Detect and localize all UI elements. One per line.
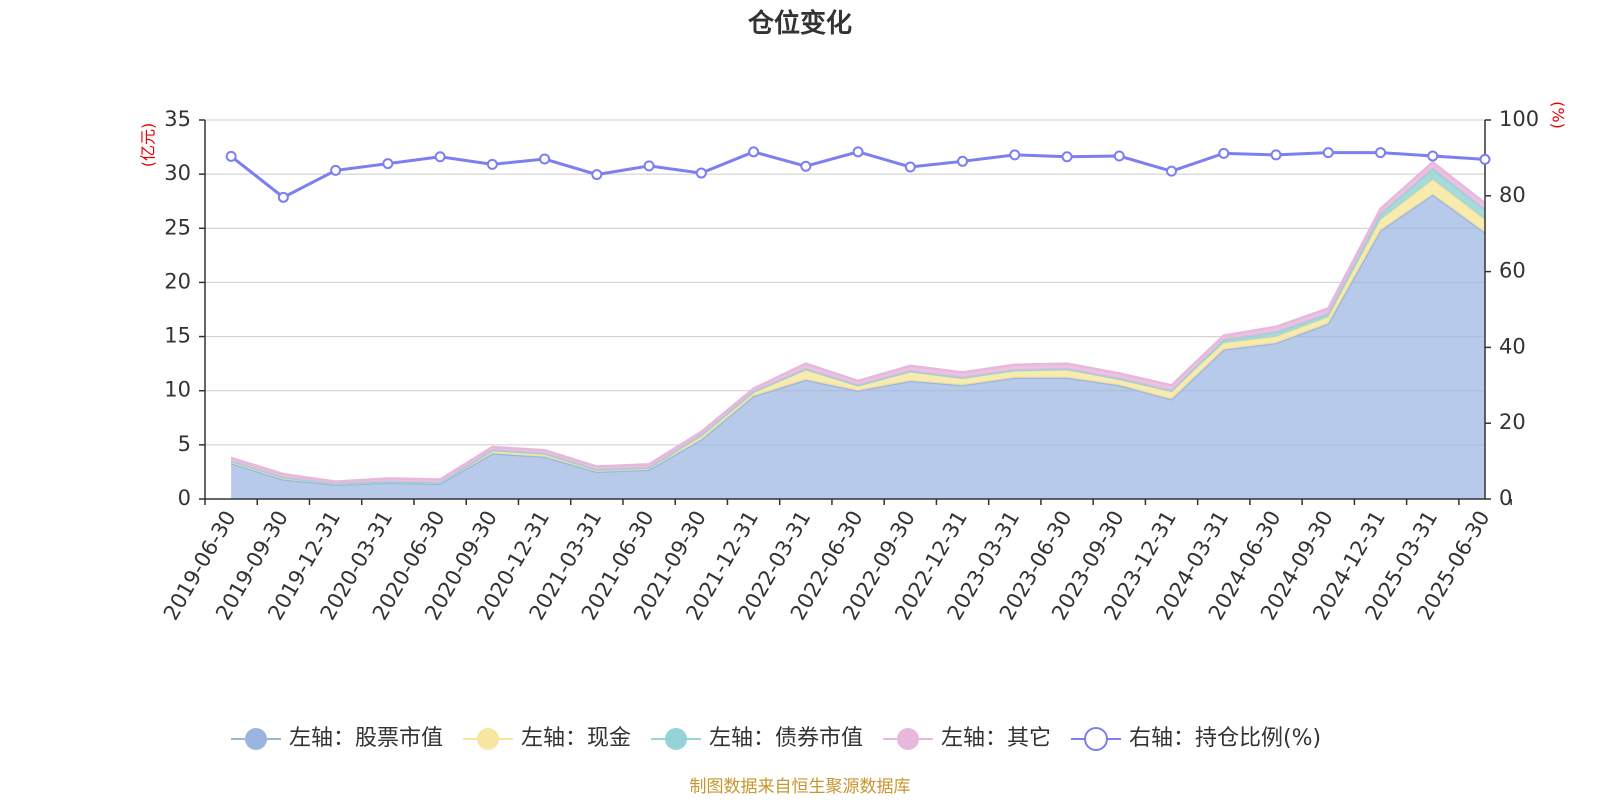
ratio-point — [277, 191, 289, 203]
right-axis-tick-label: 20 — [1499, 410, 1526, 434]
ratio-point — [225, 150, 237, 162]
ratio-point — [591, 169, 603, 181]
right-axis-tick-label: 100 — [1499, 107, 1539, 131]
legend-item[interactable]: 左轴：股票市值 — [231, 726, 443, 751]
ratio-point — [957, 155, 969, 167]
stacked-areas — [230, 160, 1486, 499]
ratio-point — [748, 146, 760, 158]
left-axis-tick-label: 0 — [178, 486, 191, 510]
legend-label: 左轴：股票市值 — [289, 726, 443, 751]
chart-title: 仓位变化 — [747, 8, 852, 39]
ratio-point — [1113, 150, 1125, 162]
left-axis-tick-label: 5 — [178, 432, 191, 456]
ratio-point — [852, 146, 864, 158]
ratio-point — [1479, 153, 1491, 165]
right-axis-tick-label: 80 — [1499, 183, 1526, 207]
legend-marker — [665, 728, 687, 750]
legend-marker — [245, 728, 267, 750]
legend-label: 左轴：现金 — [521, 726, 631, 751]
ratio-point — [539, 153, 551, 165]
ratio-point — [330, 164, 342, 176]
left-axis-tick-label: 25 — [164, 215, 191, 239]
legend[interactable]: 左轴：股票市值 左轴：现金 左轴：债券市值 左轴：其它 右轴：持仓比例(%) — [231, 726, 1321, 751]
data-source-note: 制图数据来自恒生聚源数据库 — [690, 777, 911, 797]
left-axis-unit: (亿元) — [139, 123, 158, 168]
ratio-point — [382, 158, 394, 170]
legend-item[interactable]: 右轴：持仓比例(%) — [1071, 726, 1321, 751]
ratio-point — [1427, 150, 1439, 162]
legend-item[interactable]: 左轴：债券市值 — [651, 726, 863, 751]
ratio-point — [1270, 149, 1282, 161]
ratio-point — [1218, 147, 1230, 159]
legend-label: 右轴：持仓比例(%) — [1129, 726, 1321, 751]
left-axis-tick-label: 35 — [164, 107, 191, 131]
grid-lines — [205, 119, 1485, 446]
ratio-point — [695, 167, 707, 179]
left-axis-tick-label: 15 — [164, 324, 191, 348]
area-edge-other — [230, 160, 1486, 483]
ratio-point — [486, 158, 498, 170]
ratio-point — [1166, 165, 1178, 177]
legend-marker — [477, 728, 499, 750]
ratio-point — [643, 160, 655, 172]
legend-marker — [1084, 727, 1108, 751]
legend-label: 左轴：其它 — [941, 726, 1051, 751]
right-axis-tick-label: 40 — [1499, 334, 1526, 358]
left-axis-tick-label: 10 — [164, 378, 191, 402]
right-axis-tick-label: 60 — [1499, 259, 1526, 283]
ratio-point — [1322, 147, 1334, 159]
legend-label: 左轴：债券市值 — [709, 726, 863, 751]
right-axis-unit: (%) — [1549, 101, 1568, 129]
ratio-point — [1009, 149, 1021, 161]
ratio-point — [904, 161, 916, 173]
legend-item[interactable]: 左轴：其它 — [883, 726, 1051, 751]
ratio-point — [434, 151, 446, 163]
left-axis-tick-label: 20 — [164, 269, 191, 293]
left-axis-tick-label: 30 — [164, 161, 191, 185]
x-axis-labels: 2019-06-302019-09-302019-12-312020-03-31… — [159, 507, 1495, 625]
legend-item[interactable]: 左轴：现金 — [463, 726, 631, 751]
ratio-line-layer — [225, 146, 1491, 203]
legend-marker — [897, 728, 919, 750]
ratio-point — [1375, 147, 1387, 159]
area-stock — [231, 194, 1485, 499]
right-axis-tick-label: 0 — [1499, 486, 1512, 510]
ratio-point — [800, 160, 812, 172]
ratio-point — [1061, 151, 1073, 163]
axes: 0 5 10 15 20 25 30 35 0 20 40 60 80 100 — [164, 107, 1539, 510]
